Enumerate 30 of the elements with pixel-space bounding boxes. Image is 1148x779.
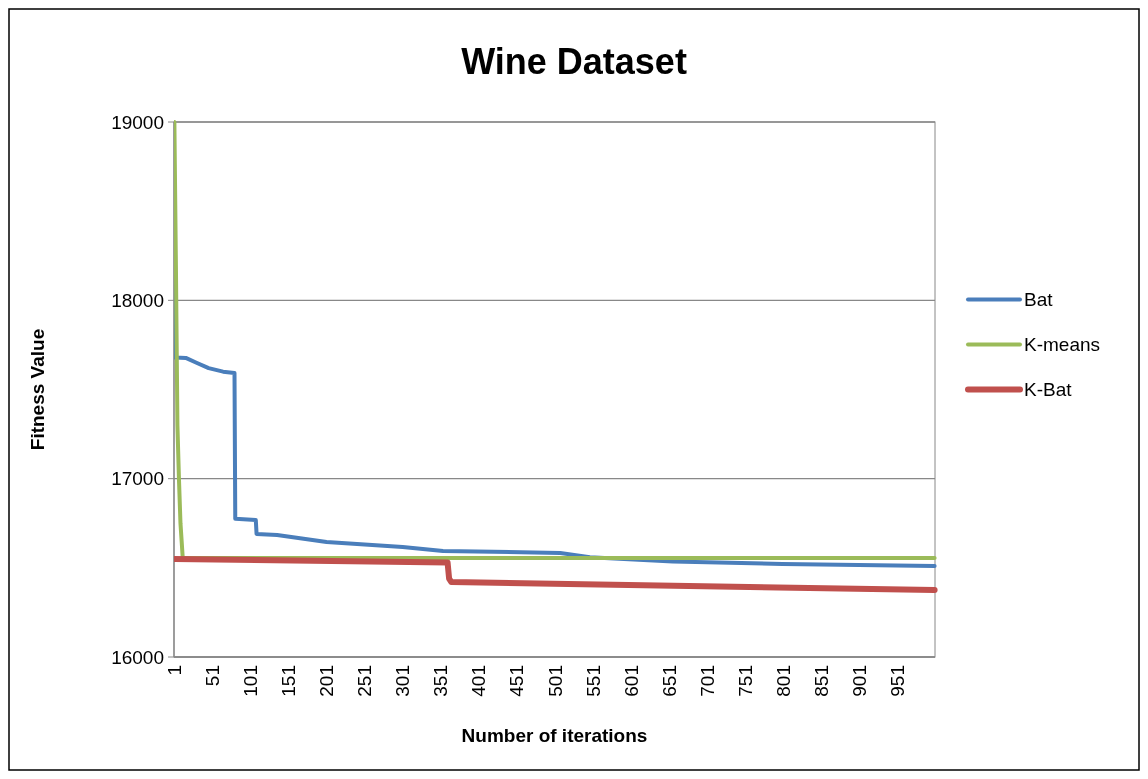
legend-label: K-means — [1024, 334, 1101, 356]
x-tick-label: 651 — [658, 665, 680, 697]
x-tick-label: 851 — [810, 665, 832, 697]
x-tick-label: 901 — [848, 665, 870, 697]
x-tick-label: 551 — [582, 665, 604, 697]
x-tick-label: 1 — [164, 665, 186, 676]
x-tick-label: 501 — [544, 665, 566, 697]
x-tick-label: 51 — [202, 665, 224, 687]
legend-label: K-Bat — [1024, 379, 1073, 401]
x-tick-label: 101 — [240, 665, 262, 697]
chart-title: Wine Dataset — [461, 41, 687, 82]
x-tick-label: 251 — [354, 665, 376, 697]
x-tick-label: 401 — [468, 665, 490, 697]
y-tick-label: 19000 — [111, 111, 164, 133]
x-tick-label: 951 — [886, 665, 908, 697]
x-tick-label: 751 — [734, 665, 756, 697]
x-tick-label: 701 — [696, 665, 718, 697]
x-tick-label: 301 — [392, 665, 414, 697]
x-tick-label: 451 — [506, 665, 528, 697]
x-tick-label: 801 — [772, 665, 794, 697]
y-tick-label: 17000 — [111, 468, 164, 490]
y-tick-label: 16000 — [111, 646, 164, 668]
x-axis-title: Number of iterations — [461, 725, 648, 746]
x-tick-label: 351 — [430, 665, 452, 697]
x-tick-label: 601 — [620, 665, 642, 697]
x-tick-label: 201 — [316, 665, 338, 697]
x-tick-label: 151 — [278, 665, 300, 697]
y-tick-label: 18000 — [111, 289, 164, 311]
legend-label: Bat — [1024, 289, 1054, 311]
y-axis-title: Fitness Value — [27, 328, 48, 451]
